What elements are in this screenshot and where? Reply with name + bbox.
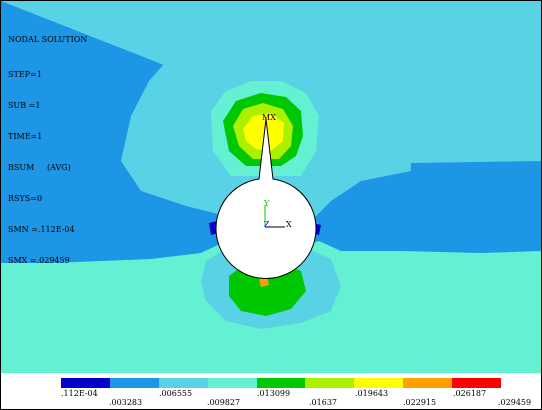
triad-z-label: Z [264, 220, 270, 229]
solution-title: NODAL SOLUTION [8, 34, 88, 44]
contour-band-right [311, 166, 541, 251]
triad-y-label: Y [264, 199, 270, 208]
legend-swatch [109, 378, 159, 388]
triad-x-label: X [286, 220, 292, 229]
info-line-bsum: BSUM (AVG) [8, 163, 71, 173]
info-line-step: STEP=1 [8, 70, 42, 80]
triad-icon [264, 205, 285, 228]
info-line-smn: SMN =.112E-04 [8, 224, 75, 234]
info-line-time: TIME=1 [8, 132, 43, 142]
contour-svg [1, 1, 541, 373]
contour-band-yellow [243, 113, 284, 151]
legend-swatch [61, 378, 110, 388]
contour-band-orange [259, 277, 269, 287]
legend-label: .029459 [498, 398, 532, 407]
legend-label: .01637 [309, 398, 337, 407]
legend-label: .009827 [207, 398, 241, 407]
hole-with-crack [215, 118, 317, 279]
legend-label: .013099 [257, 389, 291, 398]
solution-info: NODAL SOLUTION STEP=1 SUB =1 TIME=1 BSUM… [8, 14, 87, 287]
legend-label: .026187 [453, 389, 487, 398]
legend-color-bar [61, 378, 502, 388]
info-line-sub: SUB =1 [8, 101, 41, 111]
legend-label: .022915 [403, 398, 437, 407]
contour-band-green-low [229, 263, 306, 316]
max-marker-label: MX [262, 113, 276, 122]
legend-swatch [207, 378, 257, 388]
contour-band-left [1, 161, 241, 263]
info-line-smx: SMX =.029459 [8, 255, 70, 265]
legend-label: .019643 [355, 389, 389, 398]
coordinate-triad: Y Z X [259, 199, 299, 239]
contour-plot [1, 1, 541, 373]
info-line-rsys: RSYS=0 [8, 194, 43, 204]
legend-label: .003283 [109, 398, 143, 407]
legend-swatch [354, 378, 404, 388]
legend-swatch [452, 378, 502, 388]
legend-swatch [305, 378, 355, 388]
legend-swatch [256, 378, 306, 388]
legend-label: .006555 [159, 389, 193, 398]
legend-swatch [403, 378, 453, 388]
contour-legend: .112E-04 .006555 .013099 .019643 .026187… [1, 373, 541, 409]
legend-swatch [158, 378, 208, 388]
legend-label: .112E-04 [61, 389, 98, 398]
